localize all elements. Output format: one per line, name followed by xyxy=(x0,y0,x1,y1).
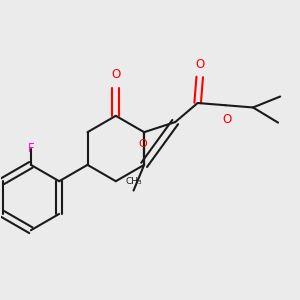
Text: F: F xyxy=(28,142,34,155)
Text: O: O xyxy=(222,113,232,126)
Text: O: O xyxy=(138,139,147,149)
Text: O: O xyxy=(111,68,120,81)
Text: CH₃: CH₃ xyxy=(125,177,142,186)
Text: O: O xyxy=(195,58,204,71)
